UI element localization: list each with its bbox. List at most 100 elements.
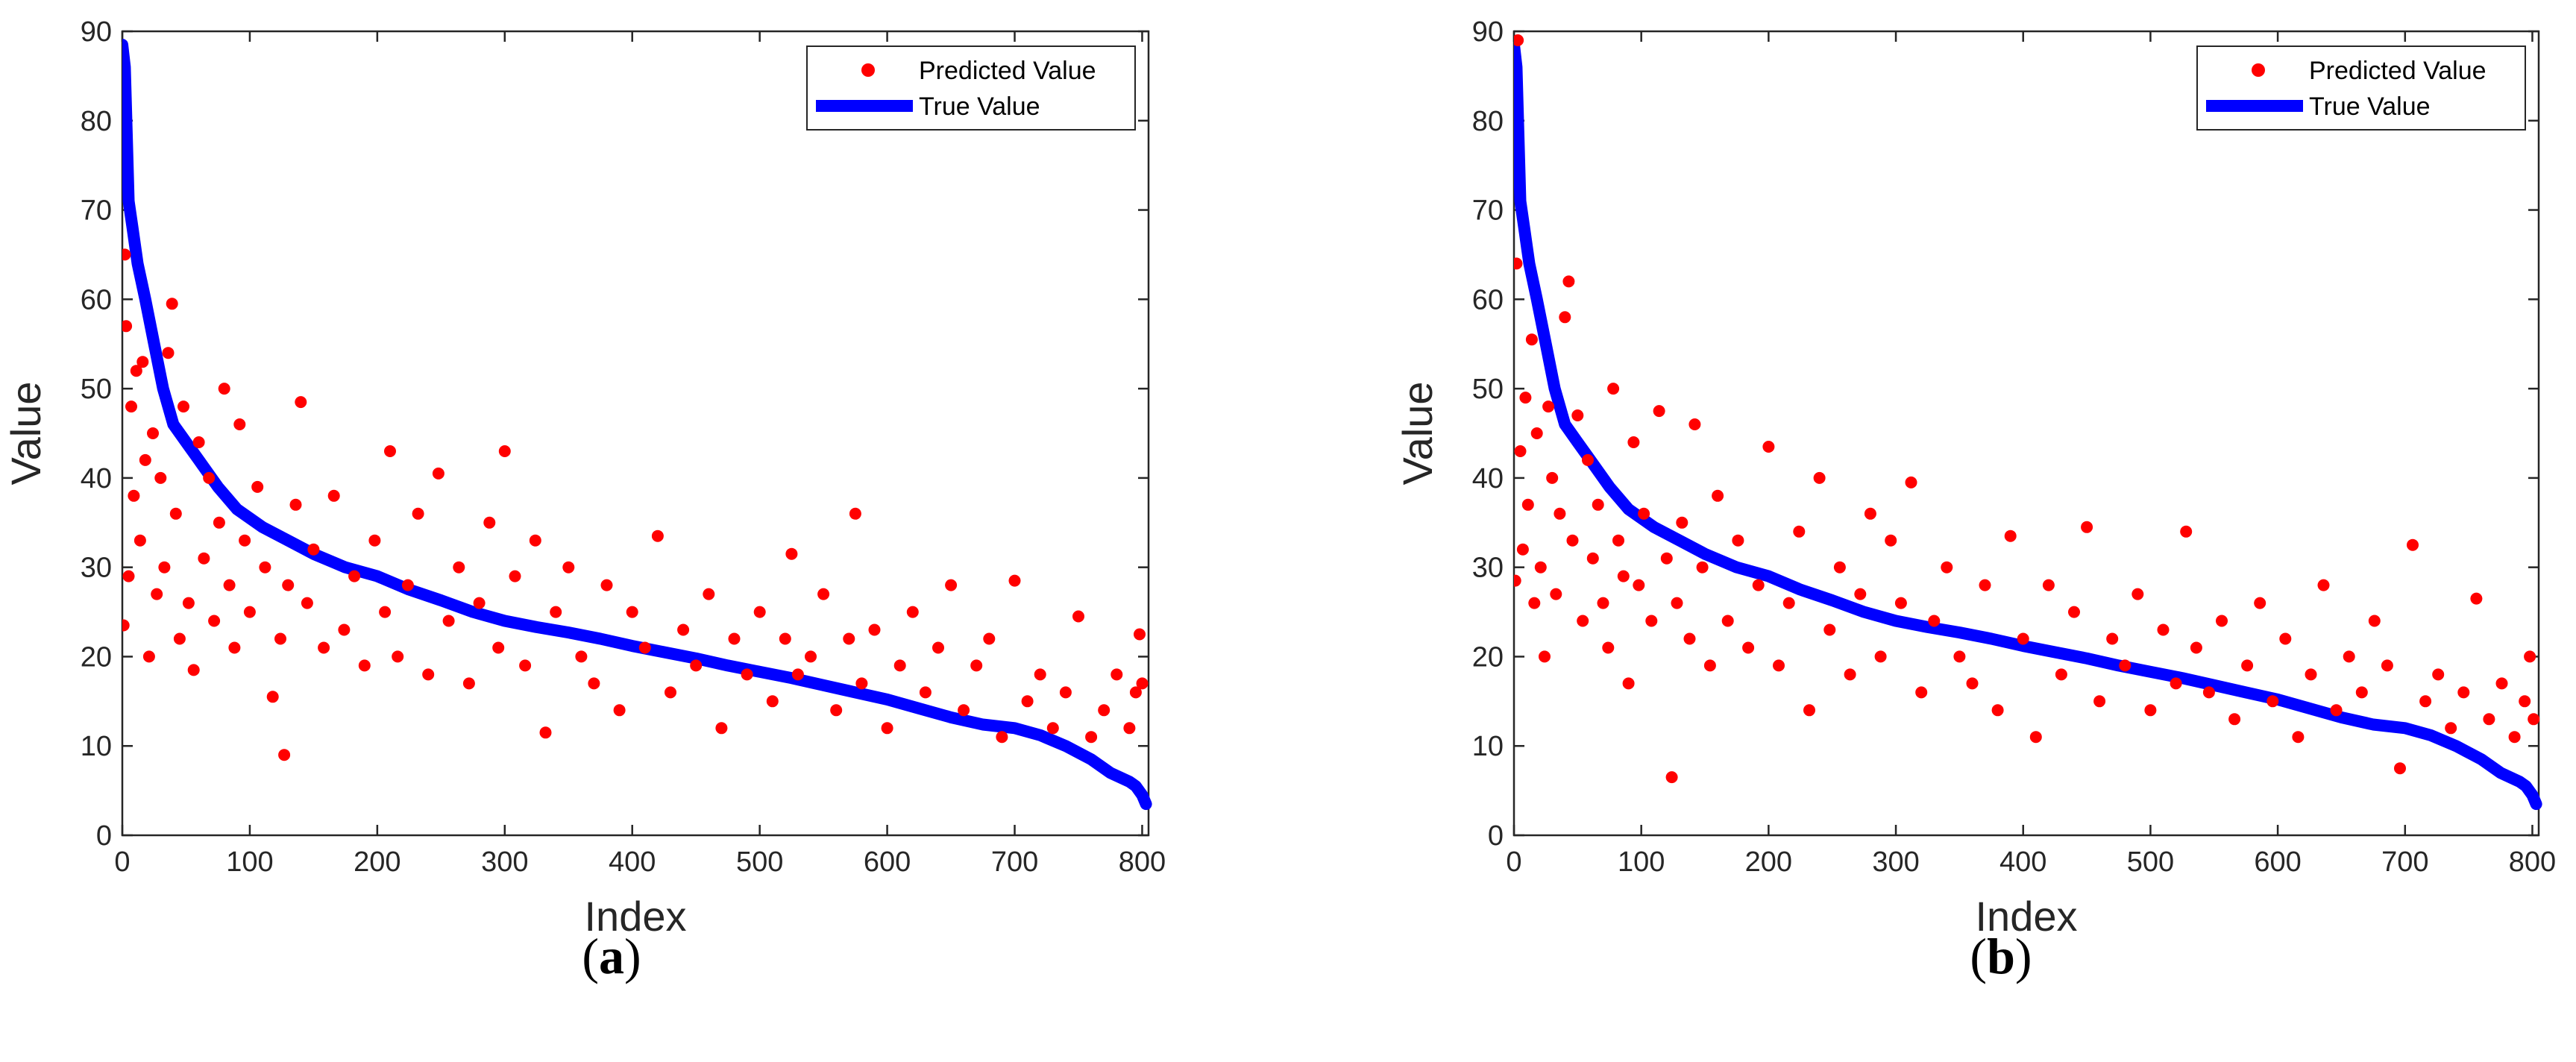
y-tick-label: 60 [1472,284,1504,315]
legend: Predicted Value True Value [806,45,1136,131]
predicted-point [392,650,404,663]
y-tick-label: 30 [81,553,112,584]
predicted-point [1688,418,1701,430]
predicted-point [1703,659,1716,672]
predicted-point [766,695,779,708]
caption-letter: a [599,928,624,984]
predicted-point [1627,436,1640,448]
predicted-point [1612,534,1624,547]
predicted-point [2381,659,2393,672]
predicted-point [1966,677,1979,690]
predicted-point [2190,641,2202,654]
predicted-point [1676,516,1688,529]
predicted-point [2394,762,2406,775]
predicted-point [2432,668,2445,681]
predicted-point [983,632,996,645]
predicted-point [1793,525,1806,538]
predicted-point [2292,731,2305,744]
predicted-point [2081,521,2093,533]
caption-paren-open: ( [582,928,599,984]
predicted-point [1554,507,1566,520]
predicted-point [1712,489,1724,502]
predicted-point [2119,659,2132,672]
predicted-point [1534,561,1547,574]
y-tick-label: 10 [1472,731,1504,762]
predicted-point [1530,427,1543,439]
predicted-point [550,606,562,618]
true-value-line [122,39,1152,811]
predicted-point [830,704,843,717]
y-tick-label: 50 [1472,374,1504,405]
predicted-point [379,606,392,618]
predicted-point [651,530,664,542]
y-tick-label: 90 [81,16,112,48]
predicted-point [2254,597,2266,609]
predicted-point [1905,476,1917,488]
predicted-point [422,668,435,681]
predicted-point [843,632,855,645]
predicted-point [638,641,651,654]
predicted-point [1752,579,1765,591]
predicted-point [412,507,424,520]
x-tick-label: 600 [864,846,911,878]
plot-area [121,30,1150,837]
y-tick-label: 80 [1472,106,1504,137]
chart-panel-b: 0 100 200 300 400 500 600 700 800 0 10 20 30 40 50 60 70… [1394,16,2556,984]
predicted-point [274,632,286,645]
predicted-point [259,561,271,574]
predicted-point [1683,632,1696,645]
predicted-point [278,749,291,761]
predicted-point [779,632,791,645]
y-axis-label: Value [2,381,49,485]
data-layer [122,39,1152,811]
predicted-point [1602,641,1615,654]
predicted-point [1833,561,1846,574]
x-tick-label: 100 [1618,846,1665,878]
predicted-point [358,659,371,672]
predicted-point [192,436,205,448]
x-axis-label: Index [1976,893,2078,940]
data-layer [1514,34,2542,811]
y-tick-label: 30 [1472,553,1504,584]
predicted-point [1562,275,1575,288]
predicted-point [690,659,703,672]
predicted-point [166,298,178,310]
x-tick-label: 300 [481,846,528,878]
predicted-point [1645,615,1658,627]
x-tick-label: 0 [114,846,130,878]
x-tick-label: 700 [991,846,1038,878]
predicted-point [1732,534,1744,547]
predicted-point [1854,588,1867,600]
predicted-point [2055,668,2067,681]
x-axis-label: Index [585,893,687,940]
predicted-point [805,650,817,663]
x-tick-label: 800 [1119,846,1166,878]
predicted-point [1059,686,1072,699]
x-tick-label: 200 [1745,846,1792,878]
predicted-point [1559,311,1571,324]
predicted-point [266,691,279,703]
y-tick-label: 20 [1472,641,1504,673]
predicted-point [2029,731,2042,744]
predicted-point [2017,632,2029,645]
predicted-point [2216,615,2228,627]
predicted-point [868,623,881,636]
predicted-point [162,347,175,359]
predicted-point [539,726,552,739]
predicted-point [251,480,264,493]
predicted-point [1607,383,1620,395]
y-tick-label: 0 [96,820,112,852]
predicted-point [128,489,140,502]
predicted-point [122,248,131,261]
predicted-point [1773,659,1785,672]
x-tick-label: 800 [2509,846,2556,878]
predicted-point [1592,498,1604,511]
caption-paren-close: ) [2015,928,2032,984]
predicted-point [228,641,241,654]
predicted-point [327,489,340,502]
predicted-point [665,686,676,699]
predicted-point [2144,704,2157,717]
predicted-point [1134,628,1146,641]
predicted-point [1514,257,1523,270]
predicted-point [154,471,167,484]
